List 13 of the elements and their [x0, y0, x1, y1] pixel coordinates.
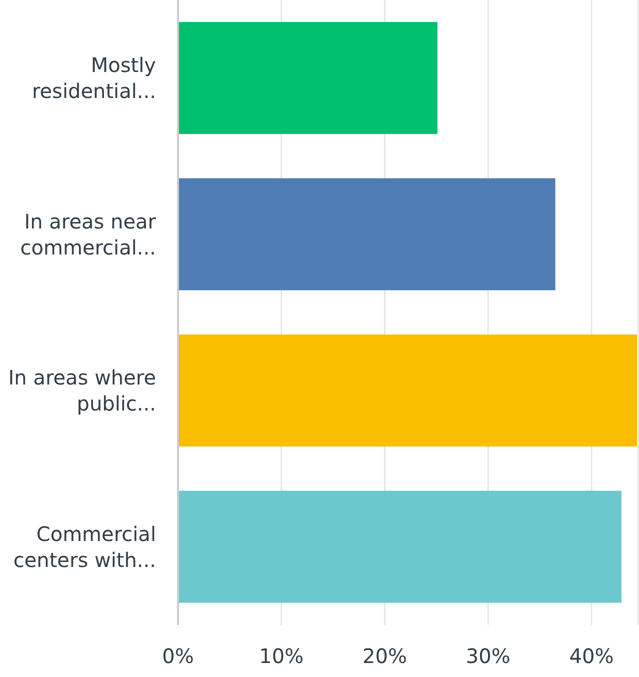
- x-tick-label: 40%: [569, 644, 614, 668]
- y-tick-label: Mostly residential...: [32, 53, 156, 104]
- bar: [178, 334, 637, 446]
- x-tick-label: 30%: [466, 644, 510, 668]
- bar: [178, 22, 438, 134]
- x-tick-label: 20%: [362, 644, 407, 668]
- x-tick-label: 0%: [162, 644, 194, 668]
- bar: [178, 490, 622, 603]
- y-tick-label: Commercial centers with...: [13, 522, 156, 572]
- y-tick-label: In areas near commercial...: [20, 209, 157, 260]
- bar: [178, 178, 556, 290]
- x-tick-label: 10%: [259, 644, 304, 668]
- y-tick-label: In areas where public...: [8, 366, 156, 416]
